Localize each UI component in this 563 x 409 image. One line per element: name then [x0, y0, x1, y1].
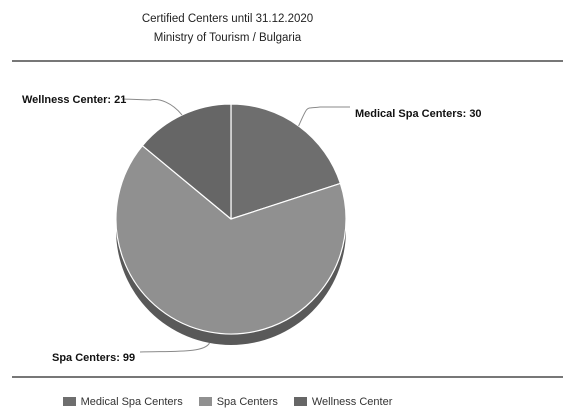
data-label-wellness-center: Wellness Center: 21: [22, 94, 126, 106]
chart-title: Certified Centers until 31.12.2020: [141, 13, 314, 25]
pie-slice-medical-spa-centers: [230, 103, 341, 220]
top-divider: [12, 60, 563, 62]
legend-item-medical-spa-centers[interactable]: Medical Spa Centers: [62, 394, 183, 409]
data-label-spa-centers: Spa Centers: 99: [52, 352, 135, 364]
legend-swatch-spa-centers: [198, 397, 212, 406]
data-label-medical-spa-centers: Medical Spa Centers: 30: [355, 108, 482, 120]
legend-swatch-medical-spa-centers: [62, 397, 76, 406]
chart-subtitle: Ministry of Tourism / Bulgaria: [153, 32, 302, 44]
legend-item-spa-centers[interactable]: Spa Centers: [198, 394, 278, 409]
legend-swatch-wellness-center: [293, 397, 307, 406]
chart-title-block: Certified Centers until 31.12.2020 Minis…: [0, 10, 455, 48]
leader-line-medical-spa-centers: [298, 106, 350, 127]
leader-line-spa-centers: [139, 342, 210, 353]
legend-label-medical-spa-centers: Medical Spa Centers: [80, 395, 183, 408]
bottom-divider: [12, 376, 563, 378]
legend: Medical Spa Centers Spa Centers Wellness…: [0, 394, 455, 409]
leader-line-wellness-center: [121, 98, 183, 116]
pie-slice-spa-centers: [115, 145, 347, 335]
legend-label-spa-centers: Spa Centers: [216, 395, 278, 408]
legend-item-wellness-center[interactable]: Wellness Center: [293, 394, 393, 409]
legend-label-wellness-center: Wellness Center: [311, 395, 393, 408]
pie-slice-wellness-center: [141, 103, 232, 220]
